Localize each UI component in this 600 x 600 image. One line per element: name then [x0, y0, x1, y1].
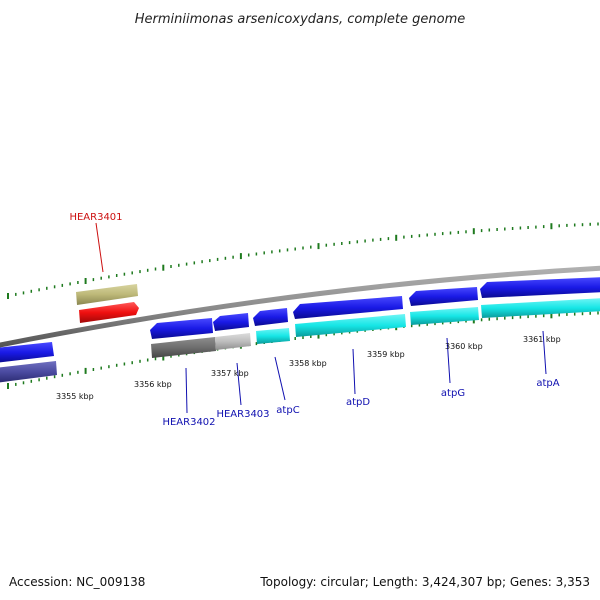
gene-hear3403-gray[interactable]: [215, 333, 251, 350]
gene-hear3402-blue[interactable]: [150, 318, 213, 339]
scale-label-3360: 3360 kbp: [445, 342, 483, 351]
genome-backbone: [0, 265, 600, 348]
label-atpa[interactable]: atpA: [536, 378, 559, 389]
scale-label-3361: 3361 kbp: [523, 335, 561, 344]
gene-atpg-cyan[interactable]: [410, 307, 479, 325]
accession-text: Accession: NC_009138: [9, 575, 145, 589]
topology-text: Topology: circular; Length: 3,424,307 bp…: [259, 575, 590, 589]
gene-atpc-cyan[interactable]: [256, 328, 290, 344]
label-atpc[interactable]: atpC: [276, 405, 299, 416]
label-hear3403[interactable]: HEAR3403: [216, 409, 269, 420]
gene-left-blue[interactable]: [0, 342, 54, 363]
inner-tick-row: [7, 311, 599, 389]
label-atpg[interactable]: atpG: [441, 388, 465, 399]
leader-atpd: [352, 348, 356, 395]
scale-label-3357: 3357 kbp: [211, 369, 249, 378]
map-title: Herminiimonas arsenicoxydans, complete g…: [135, 12, 465, 27]
scale-label-3358: 3358 kbp: [289, 359, 327, 368]
scale-label-3355: 3355 kbp: [56, 392, 94, 401]
gene-left-slate[interactable]: [0, 361, 57, 383]
gene-atpa-blue[interactable]: [480, 277, 600, 298]
outer-tick-row: [7, 222, 599, 299]
label-hear3402[interactable]: HEAR3402: [162, 417, 215, 428]
leader-hear3403: [236, 362, 242, 406]
inner-blue-genes: [0, 277, 600, 363]
gene-atpc-blue[interactable]: [253, 308, 288, 326]
gene-atpd-blue[interactable]: [293, 296, 403, 319]
label-atpd[interactable]: atpD: [346, 397, 370, 408]
gene-hear3402-gray[interactable]: [151, 337, 216, 358]
scale-label-3356: 3356 kbp: [134, 380, 172, 389]
gene-hear3401-khaki[interactable]: [76, 284, 138, 305]
leader-atpc: [274, 356, 286, 401]
gene-atpg-blue[interactable]: [409, 287, 478, 306]
gene-labels: HEAR3401 HEAR3402 HEAR3403 atpC atpD atp…: [69, 212, 559, 428]
gene-hear3401-red[interactable]: [79, 302, 139, 323]
gene-leader-lines: [95, 222, 547, 414]
gene-atpa-cyan[interactable]: [481, 298, 600, 318]
scale-labels: 3355 kbp 3356 kbp 3357 kbp 3358 kbp 3359…: [56, 335, 561, 401]
leader-hear3402: [185, 367, 188, 414]
gene-hear3403-blue[interactable]: [213, 313, 249, 331]
leader-atpa: [542, 330, 547, 375]
leader-hear3401: [95, 222, 104, 273]
scale-label-3359: 3359 kbp: [367, 350, 405, 359]
inner-lower-genes: [0, 298, 600, 383]
leader-atpg: [446, 337, 451, 384]
gene-atpd-cyan[interactable]: [295, 314, 406, 337]
outer-strand-genes: [76, 284, 139, 323]
label-hear3401[interactable]: HEAR3401: [69, 212, 122, 223]
